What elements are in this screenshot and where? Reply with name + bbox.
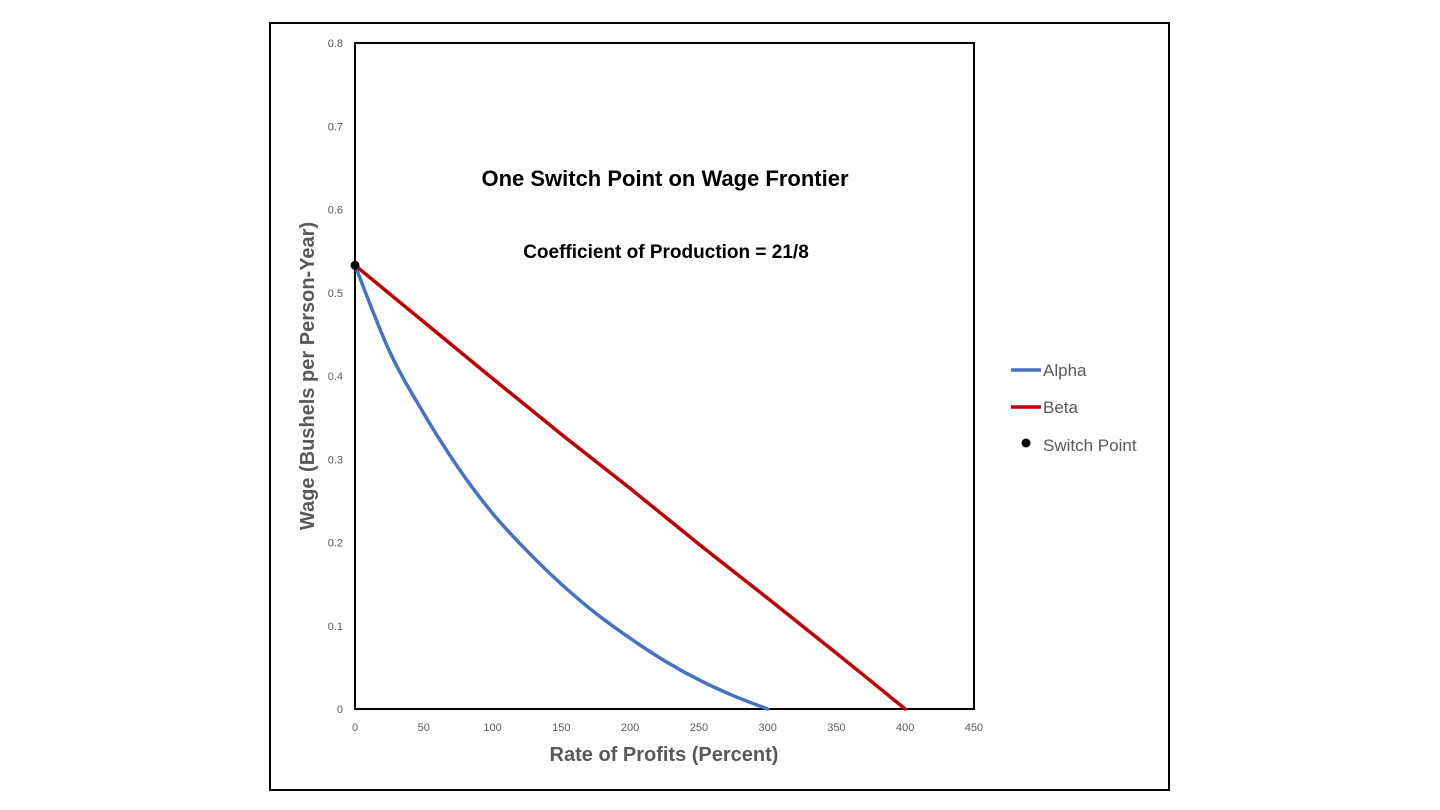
y-tick-label: 0.4 bbox=[328, 371, 343, 383]
legend-label-switch-point: Switch Point bbox=[1043, 436, 1137, 455]
y-tick-label: 0.1 bbox=[328, 621, 343, 633]
x-tick-label: 350 bbox=[827, 722, 845, 734]
legend: Alpha Beta Switch Point bbox=[1011, 361, 1137, 455]
chart-title: One Switch Point on Wage Frontier bbox=[481, 166, 849, 191]
x-tick-label: 50 bbox=[418, 722, 430, 734]
x-tick-label: 450 bbox=[965, 722, 983, 734]
x-tick-label: 400 bbox=[896, 722, 914, 734]
legend-item-switch-point[interactable]: Switch Point bbox=[1021, 436, 1137, 455]
series-line-beta[interactable] bbox=[353, 263, 907, 711]
y-tick-label: 0.5 bbox=[328, 288, 343, 300]
x-tick-labels: 0 50 100 150 200 250 300 350 400 450 bbox=[352, 722, 983, 734]
x-tick-label: 300 bbox=[758, 722, 776, 734]
x-tick-label: 150 bbox=[552, 722, 570, 734]
x-axis-title: Rate of Profits (Percent) bbox=[550, 744, 779, 766]
series-layer bbox=[350, 260, 907, 711]
plot-area bbox=[354, 42, 975, 710]
x-tick-label: 200 bbox=[621, 722, 639, 734]
legend-item-beta[interactable]: Beta bbox=[1011, 398, 1079, 417]
chart-subtitle: Coefficient of Production = 21/8 bbox=[523, 242, 809, 263]
y-tick-label: 0.3 bbox=[328, 454, 343, 466]
data-point-switch-point[interactable] bbox=[350, 260, 360, 270]
y-tick-label: 0 bbox=[337, 704, 343, 716]
x-tick-label: 100 bbox=[483, 722, 501, 734]
y-axis-title: Wage (Bushels per Person-Year) bbox=[297, 222, 319, 530]
legend-label-alpha: Alpha bbox=[1043, 361, 1087, 380]
x-tick-label: 0 bbox=[352, 722, 358, 734]
legend-label-beta: Beta bbox=[1043, 398, 1079, 417]
series-line-alpha[interactable] bbox=[353, 263, 770, 711]
y-tick-label: 0.7 bbox=[328, 121, 343, 133]
legend-item-alpha[interactable]: Alpha bbox=[1011, 361, 1087, 380]
x-tick-label: 250 bbox=[690, 722, 708, 734]
y-tick-labels: 0 0.1 0.2 0.3 0.4 0.5 0.6 0.7 0.8 bbox=[328, 38, 343, 716]
y-tick-label: 0.6 bbox=[328, 205, 343, 217]
y-tick-label: 0.2 bbox=[328, 538, 343, 550]
legend-swatch-switch-point bbox=[1021, 438, 1031, 448]
y-tick-label: 0.8 bbox=[328, 38, 343, 50]
